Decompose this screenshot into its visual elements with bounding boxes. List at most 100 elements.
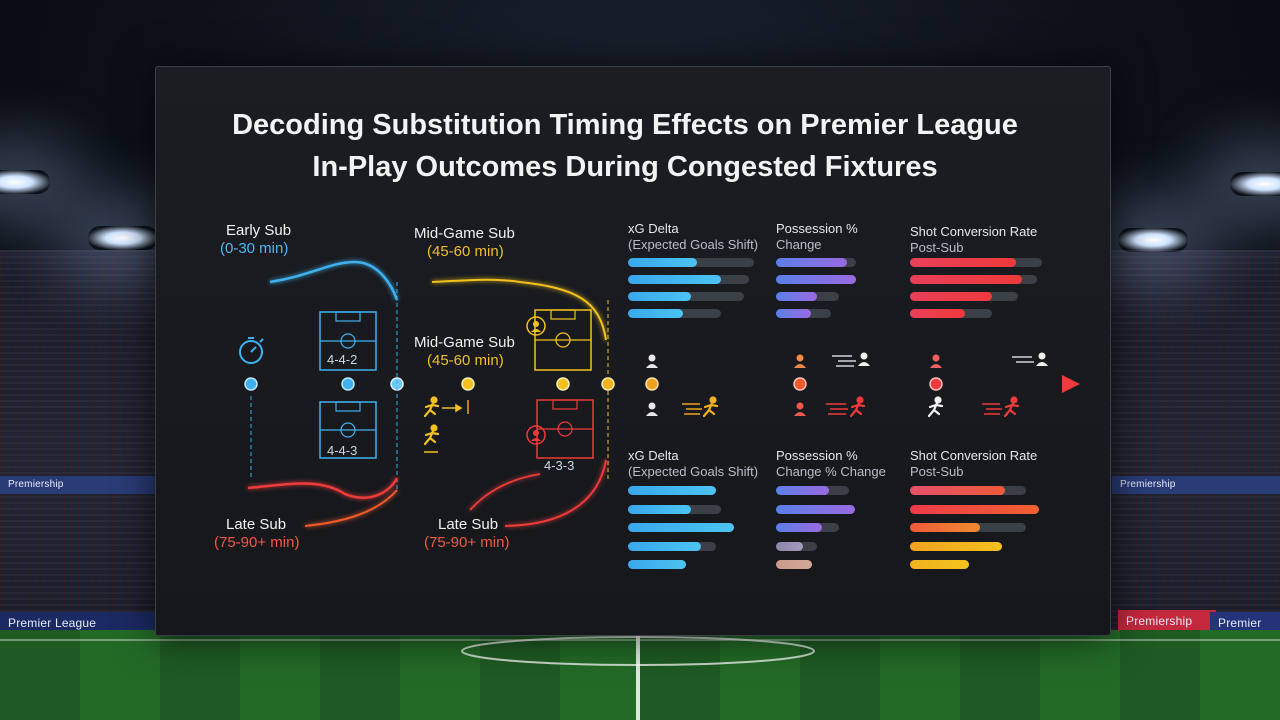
metric-title: Shot Conversion Rate	[910, 448, 1038, 463]
player-icon	[930, 354, 942, 368]
mid-sub-middle-label: Mid-Game Sub	[414, 334, 515, 351]
bar-fill	[776, 275, 856, 284]
running-player-icon	[702, 396, 719, 418]
arrow-right-icon	[442, 403, 463, 413]
metric-title: Shot Conversion Rate	[910, 224, 1038, 239]
infographic-screen	[155, 66, 1111, 636]
bar-fill	[910, 275, 1022, 284]
bar-fill	[910, 292, 992, 301]
floodlight-left-1	[0, 170, 50, 194]
formation-board-icon	[319, 311, 377, 371]
bar-fill	[910, 560, 969, 569]
bar-fill	[628, 275, 721, 284]
bar-fill	[776, 560, 812, 569]
timeline-node	[645, 377, 659, 391]
formation-board-icon	[536, 399, 594, 459]
player-icon	[1036, 352, 1048, 366]
player-badge-icon	[526, 316, 546, 336]
stadium-stand-right	[1100, 250, 1280, 630]
floodlight-right-1	[1230, 172, 1280, 196]
running-player-icon	[849, 396, 866, 418]
timeline-node	[244, 377, 258, 391]
speed-lines-icon	[682, 403, 702, 415]
formation-board-icon	[534, 309, 592, 371]
bar-fill	[628, 486, 716, 495]
floodlight-right-2	[1118, 228, 1188, 252]
timeline-node	[929, 377, 943, 391]
ad-board-left: Premier League	[0, 612, 168, 634]
bar-fill	[776, 486, 829, 495]
ad-board-right-red: Premiership	[1118, 610, 1216, 632]
bar-fill	[910, 258, 1016, 267]
running-player-icon	[423, 396, 440, 418]
bar-fill	[628, 258, 697, 267]
late-sub-left-label: Late Sub	[226, 516, 287, 533]
bar-fill	[910, 309, 965, 318]
formation-board-icon	[319, 401, 377, 459]
late-sub-curve-left-2	[304, 489, 398, 527]
late-sub-left-range: (75-90+ min)	[214, 534, 300, 551]
timeline-node	[461, 377, 475, 391]
early-sub-label: Early Sub	[226, 222, 292, 239]
ad-board-right-blue: Premier	[1210, 612, 1280, 634]
bar-fill	[628, 541, 701, 551]
metric-title: Possession %	[776, 448, 858, 463]
ad-board-left-top: Premiership	[0, 476, 168, 494]
page-title: Decoding Substitution Timing Effects on …	[0, 104, 1250, 188]
timeline-node	[341, 377, 355, 391]
speed-lines-icon	[826, 403, 848, 415]
running-player-icon	[927, 396, 944, 418]
title-line-2: In-Play Outcomes During Congested Fixtur…	[312, 151, 938, 183]
late-sub-right-range: (75-90+ min)	[424, 534, 510, 551]
bar-fill	[776, 523, 822, 532]
timeline-arrowhead	[1062, 375, 1080, 393]
mid-sub-curve	[431, 278, 607, 341]
bar-fill	[776, 504, 855, 514]
formation-label: 4-4-3	[327, 443, 358, 458]
bar-fill	[910, 541, 1002, 551]
player-icon	[646, 354, 658, 368]
bar-fill	[776, 258, 847, 267]
bar-fill	[628, 309, 683, 318]
running-player-icon	[423, 424, 440, 446]
timeline-node	[793, 377, 807, 391]
floodlight-left-2	[88, 226, 158, 250]
late-sub-curve-right-2	[504, 459, 607, 527]
metric-title: Possession %	[776, 221, 858, 236]
metric-title: xG Delta	[628, 221, 679, 236]
late-sub-right-label: Late Sub	[438, 516, 499, 533]
running-player-icon	[1003, 396, 1020, 418]
bar-fill	[776, 541, 803, 551]
metric-subtitle: Post-Sub	[910, 240, 964, 255]
title-line-1: Decoding Substitution Timing Effects on …	[232, 109, 1018, 141]
formation-label: 4-4-2	[327, 352, 358, 367]
metric-subtitle: Change	[776, 237, 822, 252]
early-sub-curve	[269, 260, 399, 301]
bar-fill	[628, 504, 691, 514]
metric-subtitle: (Expected Goals Shift)	[628, 237, 759, 252]
stadium-stand-left	[0, 250, 180, 630]
early-sub-range: (0-30 min)	[220, 240, 289, 257]
mid-sub-top-range: (45-60 min)	[427, 243, 504, 260]
bar-fill	[776, 292, 817, 301]
player-icon	[858, 352, 870, 366]
bar-fill	[910, 523, 980, 532]
speed-lines-icon	[832, 355, 1034, 367]
metric-subtitle: (Expected Goals Shift)	[628, 464, 759, 479]
bar-fill	[628, 560, 686, 569]
player-icon	[794, 402, 806, 416]
halfway-line	[636, 630, 640, 720]
bar-fill	[628, 292, 691, 301]
player-icon	[794, 354, 806, 368]
bar-fill	[628, 523, 734, 532]
metric-subtitle: Post-Sub	[910, 464, 964, 479]
speed-lines-icon	[982, 403, 1002, 415]
stopwatch-icon	[239, 337, 264, 364]
mid-sub-middle-range: (45-60 min)	[427, 352, 504, 369]
formation-label: 4-3-3	[544, 458, 575, 473]
late-sub-curve-right	[469, 473, 541, 511]
bar-fill	[910, 486, 1005, 495]
metric-title: xG Delta	[628, 448, 679, 463]
late-sub-curve-left	[247, 477, 399, 499]
